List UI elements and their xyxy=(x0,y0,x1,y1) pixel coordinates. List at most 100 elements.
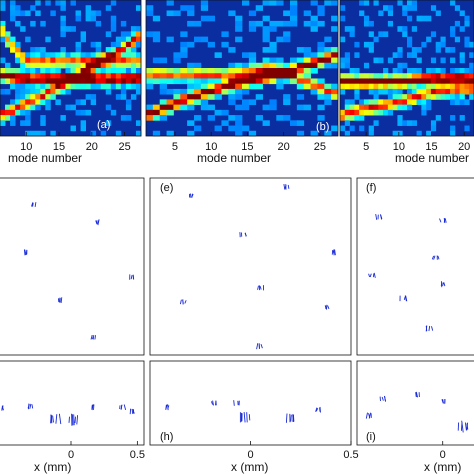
heatmap-cell xyxy=(383,109,389,116)
heatmap-cell xyxy=(85,68,92,74)
heatmap-cell xyxy=(255,62,263,69)
heatmap-cell xyxy=(60,31,66,38)
heatmap-cell xyxy=(368,83,374,90)
heatmap-cell xyxy=(359,104,365,111)
heatmap-cell xyxy=(368,88,374,95)
heatmap-cell xyxy=(383,5,389,11)
heatmap-cell xyxy=(214,88,222,95)
heatmap-cell xyxy=(0,73,6,79)
scatter-point xyxy=(315,407,318,412)
heatmap-cell xyxy=(392,73,398,79)
heatmap-cell xyxy=(373,57,379,64)
heatmap-cell xyxy=(464,20,470,27)
heatmap-cell xyxy=(100,83,107,90)
heatmap-cell xyxy=(344,115,350,121)
heatmap-cell xyxy=(235,115,243,121)
scatter-point xyxy=(130,275,133,280)
heatmap-cell xyxy=(55,83,61,90)
heatmap-cell xyxy=(373,0,379,6)
heatmap-cell xyxy=(125,115,132,121)
heatmap-cell xyxy=(187,99,195,106)
scatter-panel-bottom-left-frame xyxy=(0,360,145,446)
heatmap-cell xyxy=(90,94,97,100)
heatmap-cell xyxy=(407,41,413,48)
heatmap-cell xyxy=(317,94,325,100)
heatmap-cell xyxy=(200,83,209,90)
heatmap-cell xyxy=(90,130,97,137)
heatmap-cell xyxy=(40,115,46,121)
heatmap-cell xyxy=(290,57,298,64)
heatmap-cell xyxy=(303,78,311,85)
heatmap-cell xyxy=(363,99,370,106)
heatmap-cell xyxy=(411,94,417,100)
heatmap-cell xyxy=(15,73,21,79)
heatmap-cell xyxy=(296,47,305,53)
heatmap-cell xyxy=(363,83,370,90)
heatmap-cell xyxy=(25,99,31,106)
heatmap-cell xyxy=(317,5,325,11)
heatmap-cell xyxy=(235,83,243,90)
heatmap-cell xyxy=(40,68,46,74)
heatmap-cell xyxy=(464,125,470,132)
heatmap-cell xyxy=(159,68,167,74)
heatmap-cell xyxy=(10,36,16,43)
heatmap-cell xyxy=(130,47,137,53)
scatter-point xyxy=(283,184,286,190)
heatmap-cell xyxy=(15,88,21,95)
heatmap-cell xyxy=(207,115,215,121)
heatmap-cell xyxy=(411,120,417,126)
heatmap-cell xyxy=(25,10,31,17)
heatmap-cell xyxy=(283,78,291,85)
heatmap-cell xyxy=(416,83,422,90)
heatmap-cell xyxy=(125,73,132,79)
heatmap-cell xyxy=(135,73,142,79)
heatmap-cell xyxy=(15,47,21,53)
heatmap-cell xyxy=(20,68,26,74)
heatmap-cell xyxy=(180,47,188,53)
scatter-point xyxy=(292,414,294,423)
heatmap-cell xyxy=(359,78,365,85)
heatmap-cell xyxy=(15,20,21,27)
heatmap-cell xyxy=(200,78,209,85)
scatter-panel-i-frame xyxy=(356,360,474,446)
heatmap-cell xyxy=(296,57,305,64)
heatmap-cell xyxy=(235,78,243,85)
heatmap-cell xyxy=(125,78,132,85)
heatmap-cell xyxy=(5,88,11,95)
heatmap-cell xyxy=(125,104,132,111)
heatmap-cell xyxy=(421,99,427,106)
heatmap-cell xyxy=(130,36,137,43)
heatmap-frame xyxy=(0,0,142,137)
heatmap-cell xyxy=(290,73,298,79)
heatmap-cell xyxy=(397,83,403,90)
heatmap-cell xyxy=(35,83,41,90)
heatmap-cell xyxy=(125,31,132,38)
heatmap-cell xyxy=(194,83,202,90)
heatmap-cell xyxy=(255,68,263,74)
heatmap-cell xyxy=(310,20,318,27)
heatmap-cell xyxy=(200,68,209,74)
heatmap-cell xyxy=(411,5,417,11)
heatmap-cell xyxy=(228,73,236,79)
heatmap-cell xyxy=(35,52,41,58)
heatmap-cell xyxy=(40,78,46,85)
heatmap-cell xyxy=(349,83,355,90)
heatmap-cell xyxy=(207,73,215,79)
heatmap-cell xyxy=(459,68,465,74)
heatmap-cell xyxy=(55,62,61,69)
heatmap-cell xyxy=(194,62,202,69)
heatmap-cell xyxy=(115,57,122,64)
heatmap-cell xyxy=(35,68,41,74)
heatmap-cell xyxy=(50,73,56,79)
heatmap-cell xyxy=(464,15,470,22)
heatmap-cell xyxy=(310,83,318,90)
heatmap-cell xyxy=(130,62,137,69)
heatmap-cell xyxy=(55,68,61,74)
heatmap-cell xyxy=(105,47,112,53)
heatmap-cell xyxy=(187,104,195,111)
heatmap-cell xyxy=(344,120,350,126)
heatmap-cell xyxy=(397,0,403,6)
heatmap-cell xyxy=(435,115,441,121)
heatmap-cell xyxy=(340,5,346,11)
heatmap-cell xyxy=(248,73,257,79)
